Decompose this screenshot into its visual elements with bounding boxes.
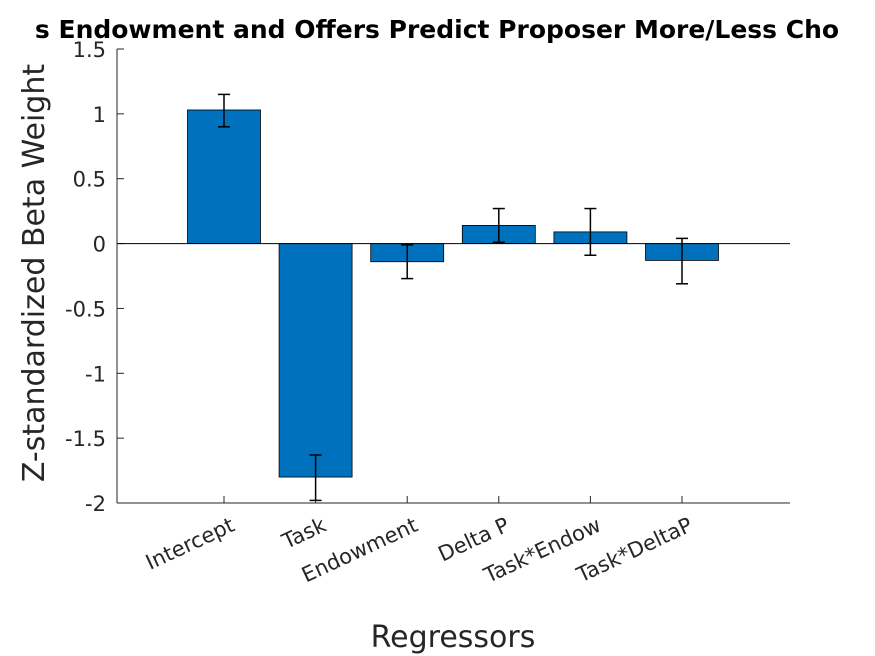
y-tick-label: -0.5 xyxy=(65,297,106,321)
error-bar xyxy=(309,454,322,502)
y-tick-label: -2 xyxy=(85,492,106,516)
error-bars xyxy=(218,93,688,502)
x-tick-label: Task xyxy=(278,512,331,554)
bar-intercept xyxy=(187,109,261,244)
bars xyxy=(187,109,719,478)
y-axis-ticks: 1.5 1 0.5 0 -0.5 -1 -1.5 -2 xyxy=(65,38,124,516)
y-tick-label: 0.5 xyxy=(73,168,106,192)
error-bar xyxy=(492,207,505,244)
error-bar xyxy=(676,237,688,285)
error-bar xyxy=(584,207,597,256)
x-tick-label: Intercept xyxy=(142,513,238,575)
error-bar xyxy=(401,244,414,280)
chart-title: s Endowment and Offers Predict Proposer … xyxy=(35,15,839,44)
y-tick-label: 0 xyxy=(93,233,106,257)
y-tick-label: -1 xyxy=(85,362,106,386)
y-tick-label: 1.5 xyxy=(73,38,106,62)
bar-task xyxy=(278,243,353,478)
y-tick-label: -1.5 xyxy=(65,427,106,451)
axes xyxy=(116,49,790,504)
x-axis-label: Regressors xyxy=(371,620,536,655)
error-bar xyxy=(218,93,230,128)
y-tick-label: 1 xyxy=(93,103,106,127)
y-axis-label: Z-standardized Beta Weight xyxy=(17,64,52,483)
